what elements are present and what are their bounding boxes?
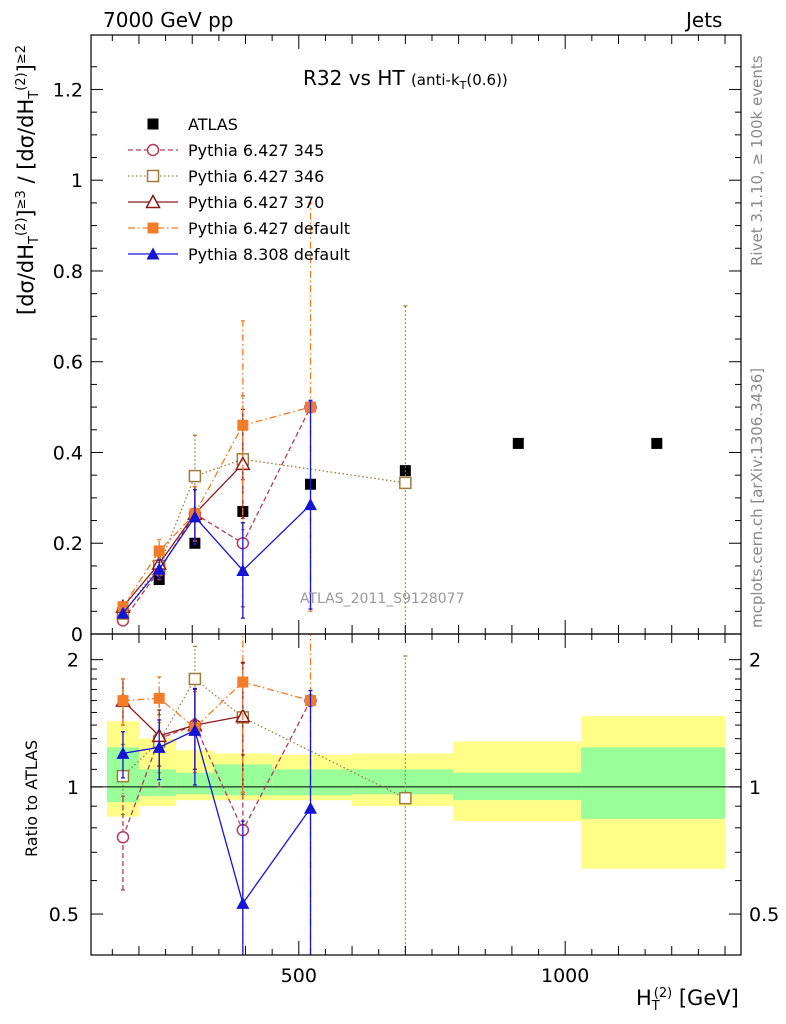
series-line	[122, 406, 312, 621]
header-right: Jets	[686, 8, 723, 32]
series-line	[122, 406, 311, 608]
legend-label: Pythia 6.427 370	[188, 193, 324, 212]
plot-title-sub: (anti-kT(0.6))	[410, 71, 508, 92]
series-1	[116, 400, 317, 627]
ratio-data-point	[236, 896, 250, 909]
plot-title-sub-text: (anti-k	[410, 71, 460, 89]
ratio-data-point	[116, 830, 130, 844]
ratio-data	[115, 634, 412, 955]
ratio-data-point	[117, 695, 129, 707]
main-data	[115, 202, 663, 634]
series-line	[122, 504, 311, 614]
plot-title-main: R32 vs HT	[303, 66, 405, 90]
legend-marker	[146, 143, 160, 157]
legend-entry-2: Pythia 6.427 346	[128, 167, 324, 186]
ratio-band-inner-4	[272, 769, 353, 796]
ratio-series-4	[116, 687, 318, 955]
ratio-series-line	[122, 677, 406, 799]
mcplots-credit: mcplots.cern.ch [arXiv:1306.3436]	[748, 367, 766, 628]
ratio-y-tick-label-right: 0.5	[749, 904, 779, 926]
ratio-y-tick-label-right: 2	[749, 650, 761, 672]
data-point	[188, 510, 202, 523]
main-y-axis-title: [dσ/dHT(2)]≥3 / [dσ/dHT(2)]≥2	[14, 45, 43, 315]
y-tick-label: 1	[71, 170, 83, 192]
legend-entry-5: Pythia 8.308 default	[128, 245, 350, 264]
y-tick-label: 0.2	[53, 533, 83, 555]
y-tick-label: 0.8	[53, 261, 83, 283]
legend-entry-0: ATLAS	[147, 115, 238, 134]
legend-entry-3: Pythia 6.427 370	[128, 193, 324, 212]
data-point	[236, 563, 250, 576]
ratio-data-point	[188, 672, 202, 686]
y-tick-label: 0	[71, 624, 83, 646]
ratio-data-point	[152, 740, 166, 753]
data-point	[188, 469, 202, 483]
ratio-y-tick-label: 1	[67, 777, 79, 799]
legend-marker	[145, 193, 161, 209]
y-tick-label: 0.4	[53, 442, 83, 464]
ratio-data-point	[116, 746, 130, 759]
ratio-y-axis-title: Ratio to ATLAS	[22, 739, 41, 857]
ratio-data-point	[399, 791, 412, 805]
ratio-series-line	[122, 700, 312, 838]
y-tick-label: 0.6	[53, 352, 83, 374]
legend-entry-1: Pythia 6.427 345	[128, 141, 324, 160]
legend-marker	[147, 222, 159, 234]
legend-marker	[147, 118, 159, 130]
y-tick-label: 1.2	[53, 79, 83, 101]
legend-marker	[146, 247, 160, 260]
legend-box: ATLAS Pythia 6.427 345 Pythia 6.427 346 Pyt…	[128, 115, 350, 264]
data-point	[237, 419, 249, 431]
ratio-frame	[90, 633, 742, 956]
legend-label: Pythia 6.427 345	[188, 141, 324, 160]
plot-title-sub-end: (0.6))	[466, 71, 508, 89]
legend-label: Pythia 6.427 default	[188, 219, 350, 238]
legend-label: ATLAS	[188, 115, 238, 134]
ratio-y-tick-label: 2	[67, 650, 79, 672]
header-left: 7000 GeV pp	[103, 8, 234, 32]
series-line	[122, 463, 244, 608]
ratio-data-point	[188, 723, 202, 736]
x-tick-label: 500	[281, 965, 317, 987]
ratio-data-point	[304, 801, 318, 814]
data-point	[304, 498, 318, 511]
ratio-y-tick-label-right: 1	[749, 777, 761, 799]
ratio-data-point	[237, 676, 249, 688]
ratio-series-0	[116, 688, 317, 955]
plot-title: R32 vs HT (anti-kT(0.6))	[303, 66, 508, 92]
x-axis-title: HT(2) [GeV]	[636, 986, 739, 1015]
legend-entry-4: Pythia 6.427 default	[128, 219, 350, 238]
main-panel: 0 0.2 0.4 0.6 0.8 1 1.2	[53, 34, 742, 646]
x-tick-label: 1000	[541, 965, 589, 987]
data-point	[399, 476, 412, 490]
data-point	[152, 562, 166, 575]
data-point	[153, 545, 165, 557]
legend-label: Pythia 6.427 346	[188, 167, 324, 186]
ratio-band-inner-1	[138, 769, 177, 797]
analysis-watermark: ATLAS_2011_S9128077	[300, 591, 465, 607]
plot-title-sub-index: T	[459, 79, 467, 92]
ratio-y-tick-label: 0.5	[49, 904, 79, 926]
ratio-band-inner-7	[581, 747, 726, 819]
series-5	[116, 399, 318, 619]
data-point	[116, 606, 130, 619]
ratio-band-inner-5	[352, 769, 454, 795]
legend-marker	[146, 169, 160, 183]
data-point	[651, 437, 663, 449]
series-3	[115, 408, 251, 614]
legend-label: Pythia 8.308 default	[188, 245, 350, 264]
ratio-panel: 500 1000 0.5 0.5 1 1 2 2	[49, 633, 779, 987]
ratio-data-point	[153, 692, 165, 704]
rivet-version: Rivet 3.1.10, ≥ 100k events	[748, 55, 766, 266]
ratio-series-line	[122, 700, 243, 737]
data-point	[512, 437, 524, 449]
